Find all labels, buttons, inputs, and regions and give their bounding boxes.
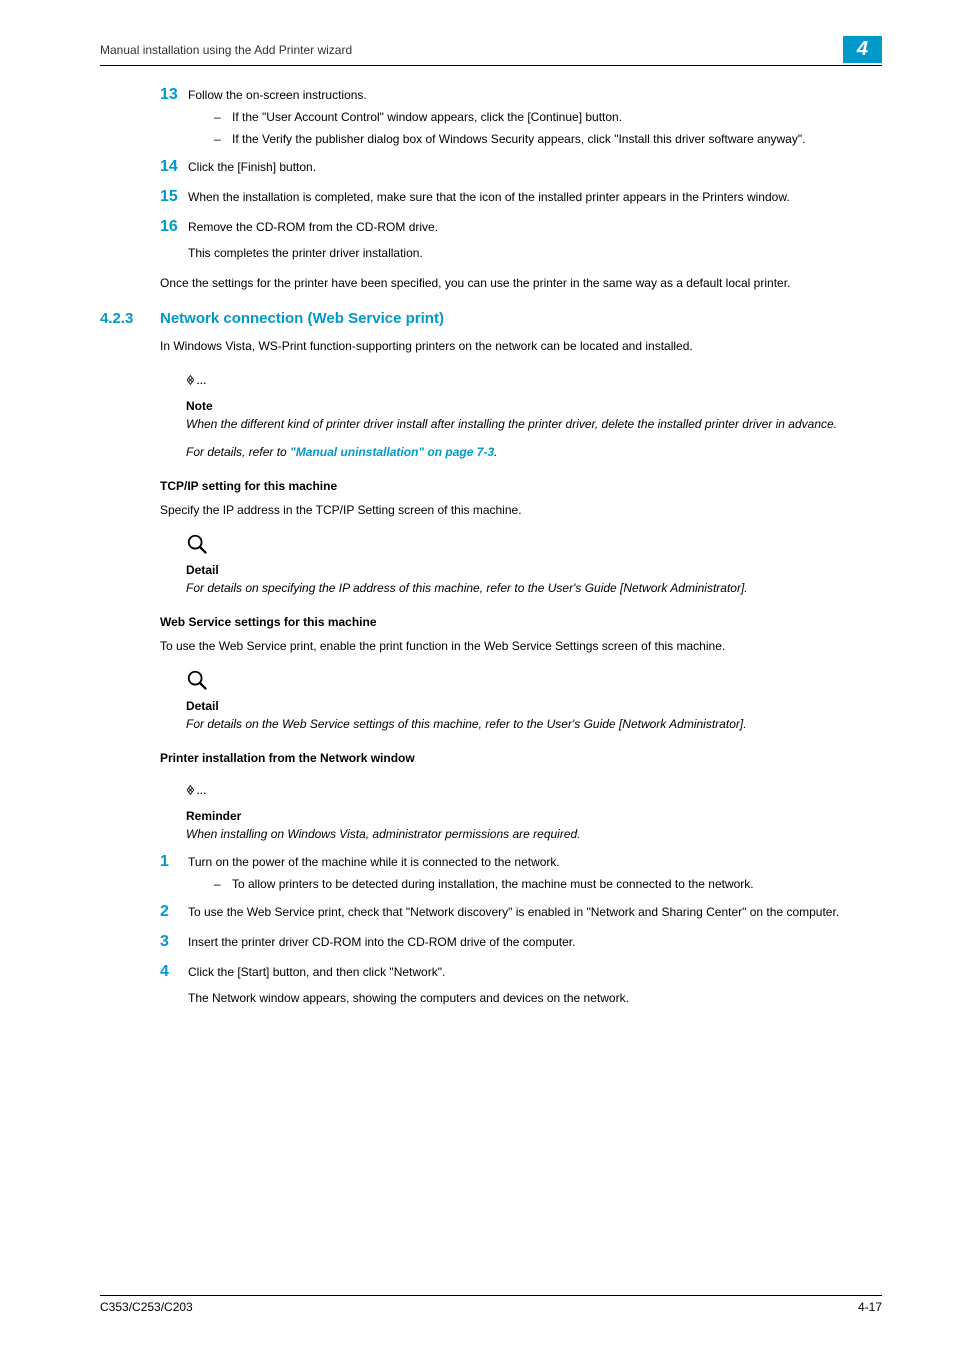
cross-reference-link[interactable]: "Manual uninstallation" on page 7-3 <box>290 445 494 459</box>
step-3: 3 Insert the printer driver CD-ROM into … <box>160 933 882 953</box>
step-number: 3 <box>160 933 188 951</box>
step-1: 1 Turn on the power of the machine while… <box>160 853 882 893</box>
subheading-printer-install: Printer installation from the Network wi… <box>160 751 882 765</box>
detail-icon <box>186 533 882 561</box>
detail-label: Detail <box>186 563 882 577</box>
footer-right: 4-17 <box>858 1300 882 1314</box>
step-body: Click the [Finish] button. <box>188 158 882 178</box>
detail-body: For details on specifying the IP address… <box>186 579 882 597</box>
dash-icon: – <box>214 875 232 893</box>
step-body: Turn on the power of the machine while i… <box>188 853 882 893</box>
subheading-tcpip: TCP/IP setting for this machine <box>160 479 882 493</box>
section-heading: 4.2.3 Network connection (Web Service pr… <box>100 310 882 327</box>
step-number: 2 <box>160 903 188 921</box>
reminder-body: When installing on Windows Vista, admini… <box>186 825 882 843</box>
detail-callout: Detail For details on the Web Service se… <box>186 669 882 733</box>
section-intro: In Windows Vista, WS-Print function-supp… <box>160 337 882 355</box>
note-text: When the different kind of printer drive… <box>186 417 837 431</box>
note-icon <box>186 369 882 397</box>
detail-label: Detail <box>186 699 882 713</box>
detail-icon <box>186 669 882 697</box>
paragraph: To use the Web Service print, enable the… <box>160 637 882 655</box>
step-bullet: – If the Verify the publisher dialog box… <box>214 130 882 148</box>
bullet-text: If the Verify the publisher dialog box o… <box>232 130 882 148</box>
step-number: 13 <box>160 86 188 104</box>
note-callout: Note When the different kind of printer … <box>186 369 882 461</box>
step-text: Click the [Finish] button. <box>188 158 882 176</box>
step-body: Follow the on-screen instructions. – If … <box>188 86 882 148</box>
bullet-text: To allow printers to be detected during … <box>232 875 882 893</box>
subheading-webservice: Web Service settings for this machine <box>160 615 882 629</box>
chapter-number-badge: 4 <box>843 36 882 63</box>
note-suffix: . <box>494 445 497 459</box>
step-body: When the installation is completed, make… <box>188 188 882 208</box>
step-bullet: – If the "User Account Control" window a… <box>214 108 882 126</box>
header-title: Manual installation using the Add Printe… <box>100 43 352 57</box>
step-text: To use the Web Service print, check that… <box>188 903 882 921</box>
step-4: 4 Click the [Start] button, and then cli… <box>160 963 882 1009</box>
paragraph: Once the settings for the printer have b… <box>160 274 882 292</box>
dash-icon: – <box>214 108 232 126</box>
paragraph: Specify the IP address in the TCP/IP Set… <box>160 501 882 519</box>
step-number: 1 <box>160 853 188 871</box>
detail-body: For details on the Web Service settings … <box>186 715 882 733</box>
step-2: 2 To use the Web Service print, check th… <box>160 903 882 923</box>
dash-icon: – <box>214 130 232 148</box>
step-number: 16 <box>160 218 188 236</box>
page-header: Manual installation using the Add Printe… <box>100 36 882 66</box>
bullet-text: If the "User Account Control" window app… <box>232 108 882 126</box>
section-number: 4.2.3 <box>100 310 160 327</box>
step-body: To use the Web Service print, check that… <box>188 903 882 923</box>
reminder-icon <box>186 779 882 807</box>
step-15: 15 When the installation is completed, m… <box>160 188 882 208</box>
step-after-text: This completes the printer driver instal… <box>188 244 882 262</box>
step-text: Turn on the power of the machine while i… <box>188 853 882 871</box>
detail-callout: Detail For details on specifying the IP … <box>186 533 882 597</box>
page-footer: C353/C253/C203 4-17 <box>100 1295 882 1314</box>
reminder-label: Reminder <box>186 809 882 823</box>
note-prefix: For details, refer to <box>186 445 290 459</box>
step-after-text: The Network window appears, showing the … <box>188 989 882 1007</box>
step-body: Remove the CD-ROM from the CD-ROM drive.… <box>188 218 882 264</box>
reminder-callout: Reminder When installing on Windows Vist… <box>186 779 882 843</box>
step-text: Remove the CD-ROM from the CD-ROM drive. <box>188 218 882 236</box>
step-text: Insert the printer driver CD-ROM into th… <box>188 933 882 951</box>
step-number: 14 <box>160 158 188 176</box>
step-bullet: – To allow printers to be detected durin… <box>214 875 882 893</box>
step-text: Click the [Start] button, and then click… <box>188 963 882 981</box>
step-text: Follow the on-screen instructions. <box>188 86 882 104</box>
step-body: Click the [Start] button, and then click… <box>188 963 882 1009</box>
step-number: 4 <box>160 963 188 981</box>
step-14: 14 Click the [Finish] button. <box>160 158 882 178</box>
footer-left: C353/C253/C203 <box>100 1300 193 1314</box>
step-text: When the installation is completed, make… <box>188 188 882 206</box>
note-body: When the different kind of printer drive… <box>186 415 882 433</box>
step-16: 16 Remove the CD-ROM from the CD-ROM dri… <box>160 218 882 264</box>
note-label: Note <box>186 399 882 413</box>
note-body-2: For details, refer to "Manual uninstalla… <box>186 443 882 461</box>
step-13: 13 Follow the on-screen instructions. – … <box>160 86 882 148</box>
step-number: 15 <box>160 188 188 206</box>
section-title: Network connection (Web Service print) <box>160 310 444 327</box>
step-body: Insert the printer driver CD-ROM into th… <box>188 933 882 953</box>
